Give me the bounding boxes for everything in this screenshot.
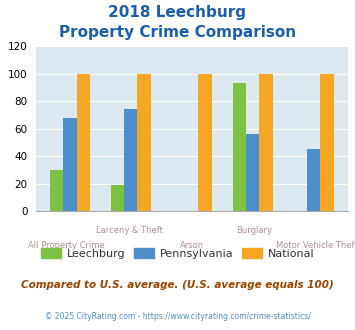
Text: Property Crime Comparison: Property Crime Comparison [59, 25, 296, 40]
Bar [246, 134, 260, 211]
Bar [63, 118, 77, 211]
Text: Compared to U.S. average. (U.S. average equals 100): Compared to U.S. average. (U.S. average … [21, 280, 334, 290]
Bar [260, 74, 273, 211]
Text: Larceny & Theft: Larceny & Theft [96, 226, 163, 235]
Text: Burglary: Burglary [236, 226, 272, 235]
Text: All Property Crime: All Property Crime [28, 241, 105, 250]
Bar [320, 74, 334, 211]
Bar [137, 74, 151, 211]
Bar [50, 170, 63, 211]
Bar [307, 149, 320, 211]
Text: Motor Vehicle Theft: Motor Vehicle Theft [276, 241, 355, 250]
Legend: Leechburg, Pennsylvania, National: Leechburg, Pennsylvania, National [41, 248, 314, 259]
Bar [111, 185, 124, 211]
Text: 2018 Leechburg: 2018 Leechburg [109, 5, 246, 20]
Text: Arson: Arson [180, 241, 204, 250]
Text: © 2025 CityRating.com - https://www.cityrating.com/crime-statistics/: © 2025 CityRating.com - https://www.city… [45, 312, 310, 321]
Bar [124, 110, 137, 211]
Bar [77, 74, 90, 211]
Bar [233, 83, 246, 211]
Bar [198, 74, 212, 211]
